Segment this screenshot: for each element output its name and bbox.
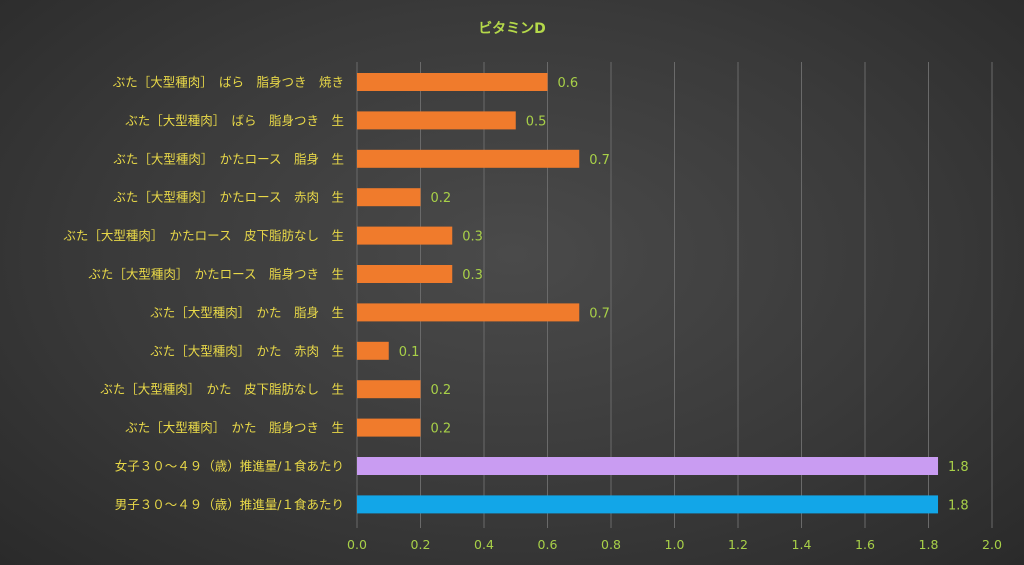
x-tick-label: 2.0 [982, 537, 1002, 552]
x-tick-label: 0.2 [411, 537, 431, 552]
bar [357, 188, 421, 207]
category-label: ぶた［大型種肉］ ばら 脂身つき 生 [125, 113, 344, 128]
data-label: 0.7 [589, 306, 610, 321]
data-label: 0.6 [558, 76, 579, 91]
bar [357, 226, 453, 245]
category-label: ぶた［大型種肉］ ばら 脂身つき 焼き [113, 75, 344, 90]
data-label: 0.3 [462, 230, 483, 245]
category-label: ぶた［大型種肉］ かたロース 赤肉 生 [113, 190, 344, 205]
category-label: 女子３０～４９（歳）推進量/１食あたり [115, 459, 344, 474]
category-label: 男子３０～４９（歳）推進量/１食あたり [115, 497, 344, 512]
data-label: 0.3 [462, 268, 483, 283]
bar [357, 380, 421, 399]
bar [357, 495, 939, 514]
bars [357, 73, 939, 514]
x-tick-label: 1.0 [665, 537, 685, 552]
chart-title: ビタミンD [478, 21, 546, 37]
category-label: ぶた［大型種肉］ かたロース 皮下脂肪なし 生 [63, 228, 344, 243]
x-tick-label: 1.6 [855, 537, 875, 552]
data-label: 0.2 [431, 191, 452, 206]
bar [357, 418, 421, 437]
gridlines [356, 62, 993, 528]
bar [357, 265, 453, 283]
x-tick-label: 0.0 [347, 537, 367, 552]
data-label: 0.5 [526, 114, 547, 129]
bar [357, 341, 389, 360]
data-label: 1.8 [948, 498, 969, 513]
bar [357, 149, 580, 168]
x-axis-ticks: 0.0 0.2 0.4 0.6 0.8 1.0 1.2 1.4 1.6 1.8 2.0 [347, 537, 1002, 552]
bar [357, 73, 548, 91]
data-label: 0.2 [431, 383, 452, 398]
bar [357, 303, 580, 322]
value-labels: 0.6 0.5 0.7 0.2 0.3 0.3 0.7 0.1 0.2 0.2 1.8 1.8 [399, 76, 969, 513]
category-label: ぶた［大型種肉］ かた 脂身 生 [150, 305, 344, 320]
x-tick-label: 1.8 [919, 537, 939, 552]
data-label: 0.2 [431, 422, 452, 437]
category-label: ぶた［大型種肉］ かた 皮下脂肪なし 生 [100, 382, 344, 397]
category-label: ぶた［大型種肉］ かた 脂身つき 生 [125, 420, 344, 435]
data-label: 0.7 [589, 153, 610, 168]
x-tick-label: 0.8 [601, 537, 621, 552]
bar [357, 457, 939, 475]
data-label: 0.1 [399, 345, 420, 360]
x-tick-label: 0.6 [538, 537, 558, 552]
x-tick-label: 1.2 [728, 537, 748, 552]
x-tick-label: 1.4 [792, 537, 812, 552]
x-tick-label: 0.4 [474, 537, 494, 552]
category-label: ぶた［大型種肉］ かた 赤肉 生 [150, 343, 344, 358]
bar [357, 111, 516, 130]
data-label: 1.8 [948, 460, 969, 475]
category-label: ぶた［大型種肉］ かたロース 脂身 生 [113, 151, 344, 166]
category-label: ぶた［大型種肉］ かたロース 脂身つき 生 [88, 267, 344, 282]
